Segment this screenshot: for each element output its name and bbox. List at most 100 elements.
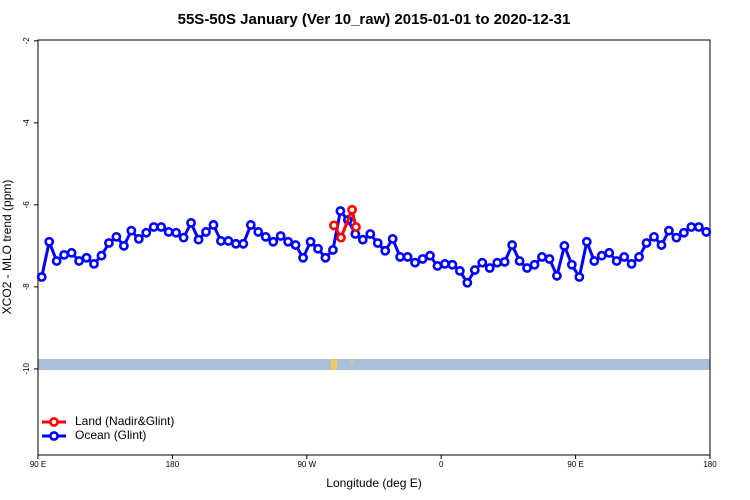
data-point xyxy=(432,261,443,271)
data-point xyxy=(686,222,697,232)
data-point xyxy=(462,277,473,288)
data-point xyxy=(693,222,704,232)
data-point xyxy=(507,240,518,250)
data-point xyxy=(611,256,622,266)
data-point xyxy=(126,225,137,236)
land-mask-land xyxy=(331,359,337,370)
data-point xyxy=(678,227,689,238)
data-point xyxy=(347,204,357,215)
data-point xyxy=(589,256,600,266)
land-mask-strip xyxy=(38,359,710,370)
data-point xyxy=(634,252,644,262)
data-point xyxy=(313,243,323,254)
data-point xyxy=(544,254,555,264)
y-tick-label: -4 xyxy=(22,119,31,127)
data-point xyxy=(74,256,84,266)
data-point xyxy=(641,238,652,248)
data-point xyxy=(380,245,391,256)
legend-label: Ocean (Glint) xyxy=(75,428,146,442)
data-point xyxy=(96,250,107,261)
data-point xyxy=(417,254,428,264)
data-point xyxy=(230,238,241,249)
data-point xyxy=(290,240,301,250)
data-point xyxy=(111,231,122,242)
data-point xyxy=(537,252,547,262)
data-point xyxy=(559,240,570,251)
data-point xyxy=(305,236,316,247)
data-point xyxy=(410,257,420,268)
data-point xyxy=(44,236,55,247)
y-axis-label: XCO2 - MLO trend (ppm) xyxy=(0,180,14,315)
data-point xyxy=(298,252,308,263)
data-point xyxy=(469,265,480,275)
data-point xyxy=(372,238,383,248)
data-point xyxy=(118,240,129,251)
data-point xyxy=(581,236,592,247)
x-axis-label: Longitude (deg E) xyxy=(326,476,421,490)
data-point xyxy=(395,252,406,262)
data-point xyxy=(514,256,525,266)
x-tick-label: 0 xyxy=(439,460,444,469)
data-point xyxy=(566,259,577,270)
legend-marker xyxy=(49,417,59,427)
data-point xyxy=(133,233,144,244)
data-point xyxy=(626,259,637,269)
data-point xyxy=(335,206,346,216)
data-point xyxy=(216,236,226,246)
data-point xyxy=(454,265,465,276)
data-point xyxy=(604,247,615,258)
data-point xyxy=(351,222,361,232)
y-tick-label: -8 xyxy=(22,283,31,291)
data-point xyxy=(275,231,286,241)
data-point xyxy=(320,252,331,263)
data-point xyxy=(156,222,167,232)
data-point xyxy=(387,233,398,244)
legend-marker xyxy=(49,431,59,441)
data-point xyxy=(484,263,495,273)
data-point xyxy=(529,259,540,270)
data-point xyxy=(664,225,674,236)
x-tick-label: 90 E xyxy=(567,460,583,469)
data-point xyxy=(66,247,77,258)
data-point xyxy=(178,232,189,243)
data-point xyxy=(208,220,219,230)
data-point xyxy=(328,245,338,255)
data-point xyxy=(402,252,413,262)
data-point xyxy=(329,220,339,231)
data-point xyxy=(141,227,152,238)
legend-label: Land (Nadir&Glint) xyxy=(75,414,174,428)
y-tick-label: -10 xyxy=(22,363,31,375)
data-point xyxy=(268,236,279,247)
data-point xyxy=(81,252,92,263)
x-tick-label: 180 xyxy=(166,460,180,469)
x-tick-label: 180 xyxy=(703,460,717,469)
data-point xyxy=(440,259,450,269)
data-point xyxy=(51,256,62,266)
data-point xyxy=(477,257,488,268)
data-point xyxy=(492,257,503,268)
data-point xyxy=(283,236,294,247)
land-mask-land xyxy=(350,361,354,363)
data-point xyxy=(522,263,532,273)
data-point xyxy=(574,272,585,282)
x-tick-label: 90 W xyxy=(297,460,316,469)
data-point xyxy=(186,217,196,228)
data-point xyxy=(148,222,159,232)
data-point xyxy=(260,231,271,242)
data-point xyxy=(245,220,256,230)
data-point xyxy=(89,259,99,269)
data-point xyxy=(619,252,630,262)
data-point xyxy=(193,234,204,245)
data-point xyxy=(357,234,368,245)
data-point xyxy=(425,250,435,261)
data-point xyxy=(36,272,47,282)
data-point xyxy=(499,256,510,267)
data-point xyxy=(656,240,667,250)
y-tick-label: -2 xyxy=(22,37,31,45)
series-line xyxy=(332,208,358,240)
data-point xyxy=(253,227,264,237)
data-point xyxy=(365,229,376,239)
data-point xyxy=(552,270,562,281)
data-point xyxy=(596,250,607,261)
data-point xyxy=(701,227,712,237)
